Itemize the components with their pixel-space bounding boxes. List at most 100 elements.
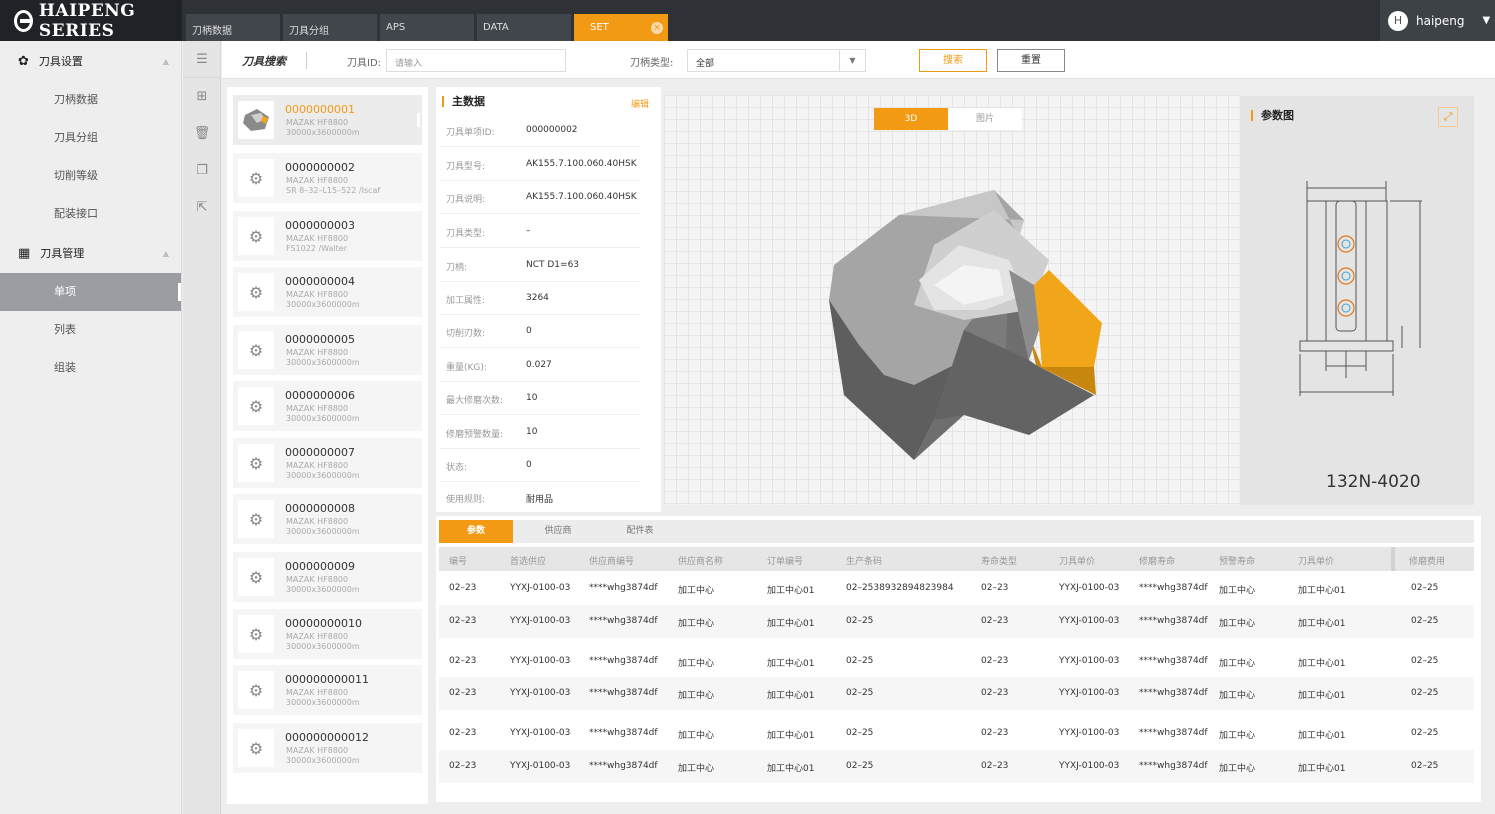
list-item[interactable]: ⚙ 0000000006 MAZAK HF8800 30000x3600000m bbox=[233, 381, 422, 431]
table-cell: 加工中心 bbox=[1219, 586, 1256, 596]
chevron-up-icon: ▲ bbox=[162, 56, 169, 66]
tool-thumbnail-icon: ⚙ bbox=[238, 273, 274, 311]
tab-tool-group[interactable]: 刀具分组 bbox=[283, 14, 377, 41]
tool-spec: 30000x3600000m bbox=[286, 300, 360, 309]
tab-suppliers[interactable]: 供应商 bbox=[544, 526, 572, 536]
field-label: 刀具说明: bbox=[446, 195, 486, 205]
view-image-button[interactable]: 图片 bbox=[948, 108, 1022, 130]
table-cell: YYXJ-0100-03 bbox=[1059, 616, 1120, 626]
selection-indicator bbox=[417, 113, 420, 127]
field-value: 0 bbox=[526, 326, 532, 336]
holder-type-select[interactable]: 全部 ▼ bbox=[687, 49, 866, 72]
expand-icon[interactable]: ⤢ bbox=[1438, 107, 1458, 127]
tool-machine: MAZAK HF8800 bbox=[286, 632, 349, 641]
table-cell: YYXJ-0100-03 bbox=[1059, 688, 1120, 698]
column-header: 订单编号 bbox=[767, 557, 804, 567]
table-row[interactable]: 02–23 YYXJ-0100-03 ****whg3874df 加工中心 加工… bbox=[439, 717, 1474, 750]
model-viewer[interactable]: 3D 图片 bbox=[664, 95, 1239, 505]
tab-parameters[interactable]: 参数 bbox=[439, 520, 513, 543]
close-icon[interactable]: × bbox=[651, 22, 663, 34]
menu-collapse-icon[interactable]: ☰ bbox=[183, 41, 221, 78]
tab-aps[interactable]: APS bbox=[380, 14, 474, 41]
list-item[interactable]: ⚙ 0000000008 MAZAK HF8800 30000x3600000m bbox=[233, 494, 422, 544]
reset-button[interactable]: 重置 bbox=[997, 49, 1065, 72]
tool-id: 0000000005 bbox=[285, 333, 355, 346]
sidebar-item-list[interactable]: 列表 bbox=[54, 323, 76, 336]
sidebar-item-tool-group[interactable]: 刀具分组 bbox=[54, 131, 98, 144]
sidebar-item-holder-data[interactable]: 刀柄数据 bbox=[54, 93, 98, 106]
table-row[interactable]: 02–23 YYXJ-0100-03 ****whg3874df 加工中心 加工… bbox=[439, 645, 1474, 678]
sidebar-item-cut-level[interactable]: 切削等级 bbox=[54, 169, 98, 182]
table-cell: 加工中心 bbox=[678, 691, 715, 701]
tab-data[interactable]: DATA bbox=[477, 14, 571, 41]
tool-thumbnail-icon: ⚙ bbox=[238, 615, 274, 653]
logo[interactable]: HAIPENG SERIES bbox=[0, 0, 182, 41]
trash-icon[interactable]: 🗑 bbox=[193, 126, 211, 141]
list-item[interactable]: ⚙ 000000000012 MAZAK HF8800 30000x360000… bbox=[233, 723, 422, 773]
table-row[interactable]: 02–23 YYXJ-0100-03 ****whg3874df 加工中心 加工… bbox=[439, 677, 1474, 710]
list-item[interactable]: ⚙ 0000000005 MAZAK HF8800 30000x3600000m bbox=[233, 325, 422, 375]
list-item[interactable]: ⚙ 0000000009 MAZAK HF8800 30000x3600000m bbox=[233, 552, 422, 602]
table-cell: 加工中心01 bbox=[1298, 586, 1346, 596]
list-item[interactable]: ⚙ 0000000002 MAZAK HF8800 SR 8–32–L15–52… bbox=[233, 153, 422, 203]
column-header: 首选供应 bbox=[510, 557, 547, 567]
user-menu[interactable]: H haipeng ▼ bbox=[1380, 0, 1495, 41]
tool-id-input[interactable]: 请输入 bbox=[386, 49, 566, 72]
sidebar-group-tool-management[interactable]: ▦ 刀具管理 ▲ bbox=[0, 233, 181, 273]
list-item[interactable]: 0000000001 MAZAK HF8800 30000x3600000m bbox=[233, 95, 422, 145]
sidebar-item-assembly[interactable]: 组装 bbox=[54, 361, 76, 374]
tool-spec: 30000x3600000m bbox=[286, 585, 360, 594]
table-cell: 02–23 bbox=[981, 656, 1009, 666]
table-cell: ****whg3874df bbox=[1139, 728, 1208, 738]
table-cell: ****whg3874df bbox=[589, 761, 658, 771]
table-cell: 02–2538932894823984 bbox=[846, 583, 954, 593]
table-cell: 加工中心01 bbox=[1298, 619, 1346, 629]
chevron-down-icon: ▼ bbox=[839, 50, 865, 71]
table-cell: YYXJ-0100-03 bbox=[510, 728, 571, 738]
list-item[interactable]: ⚙ 0000000007 MAZAK HF8800 30000x3600000m bbox=[233, 438, 422, 488]
list-item[interactable]: ⚙ 0000000003 MAZAK HF8800 FS1022 /Walter bbox=[233, 211, 422, 261]
tool-id: 0000000004 bbox=[285, 275, 355, 288]
view-3d-button[interactable]: 3D bbox=[874, 108, 948, 130]
tool-id: 0000000003 bbox=[285, 219, 355, 232]
edit-link[interactable]: 编辑 bbox=[630, 100, 649, 110]
list-item[interactable]: ⚙ 0000000004 MAZAK HF8800 30000x3600000m bbox=[233, 267, 422, 317]
sidebar-group-tool-settings[interactable]: ✿ 刀具设置 ▲ bbox=[0, 41, 181, 81]
tool-thumbnail-icon: ⚙ bbox=[238, 444, 274, 482]
sidebar-item-single[interactable]: 单项 bbox=[0, 273, 181, 311]
list-item[interactable]: ⚙ 000000000011 MAZAK HF8800 30000x360000… bbox=[233, 665, 422, 715]
column-resize-handle[interactable] bbox=[1391, 547, 1395, 571]
table-cell: 加工中心01 bbox=[1298, 659, 1346, 669]
column-header: 刀具单价 bbox=[1298, 557, 1335, 567]
table-row[interactable]: 02–23 YYXJ-0100-03 ****whg3874df 加工中心 加工… bbox=[439, 605, 1474, 638]
add-icon[interactable]: ⊞ bbox=[196, 89, 208, 104]
sidebar-item-interface[interactable]: 配装接口 bbox=[54, 207, 98, 220]
parameter-drawing bbox=[1299, 181, 1422, 396]
tool-thumbnail-icon: ⚙ bbox=[238, 217, 274, 255]
tab-holder-data[interactable]: 刀柄数据 bbox=[186, 14, 280, 41]
export-icon[interactable]: ⇱ bbox=[196, 200, 208, 215]
field-row: 刀具类型: – bbox=[440, 215, 640, 248]
tool-id: 00000000010 bbox=[285, 617, 362, 630]
field-label: 刀柄: bbox=[446, 263, 468, 273]
table-cell: 02–25 bbox=[846, 616, 874, 626]
table-cell: 02–25 bbox=[846, 688, 874, 698]
table-cell: 加工中心01 bbox=[767, 691, 815, 701]
tab-set[interactable]: SET × bbox=[574, 14, 668, 41]
field-row: 修磨预警数量: 10 bbox=[440, 416, 640, 449]
field-row: 刀柄: NCT D1=63 bbox=[440, 249, 640, 282]
search-button[interactable]: 搜索 bbox=[919, 49, 987, 72]
table-row[interactable]: 02–23 YYXJ-0100-03 ****whg3874df 加工中心 加工… bbox=[439, 572, 1474, 605]
table-cell: ****whg3874df bbox=[589, 583, 658, 593]
column-header: 生产条码 bbox=[846, 557, 883, 567]
table-cell: 02–23 bbox=[981, 728, 1009, 738]
tool-machine: MAZAK HF8800 bbox=[286, 348, 349, 357]
tool-spec: 30000x3600000m bbox=[286, 414, 360, 423]
field-row: 刀具单项ID: 000000002 bbox=[440, 114, 640, 147]
copy-icon[interactable]: ❐ bbox=[196, 163, 208, 178]
tool-id: 0000000008 bbox=[285, 502, 355, 515]
tool-machine: MAZAK HF8800 bbox=[286, 688, 349, 697]
table-row[interactable]: 02–23 YYXJ-0100-03 ****whg3874df 加工中心 加工… bbox=[439, 750, 1474, 783]
list-item[interactable]: ⚙ 00000000010 MAZAK HF8800 30000x3600000… bbox=[233, 609, 422, 659]
tab-accessories[interactable]: 配件表 bbox=[626, 526, 654, 536]
